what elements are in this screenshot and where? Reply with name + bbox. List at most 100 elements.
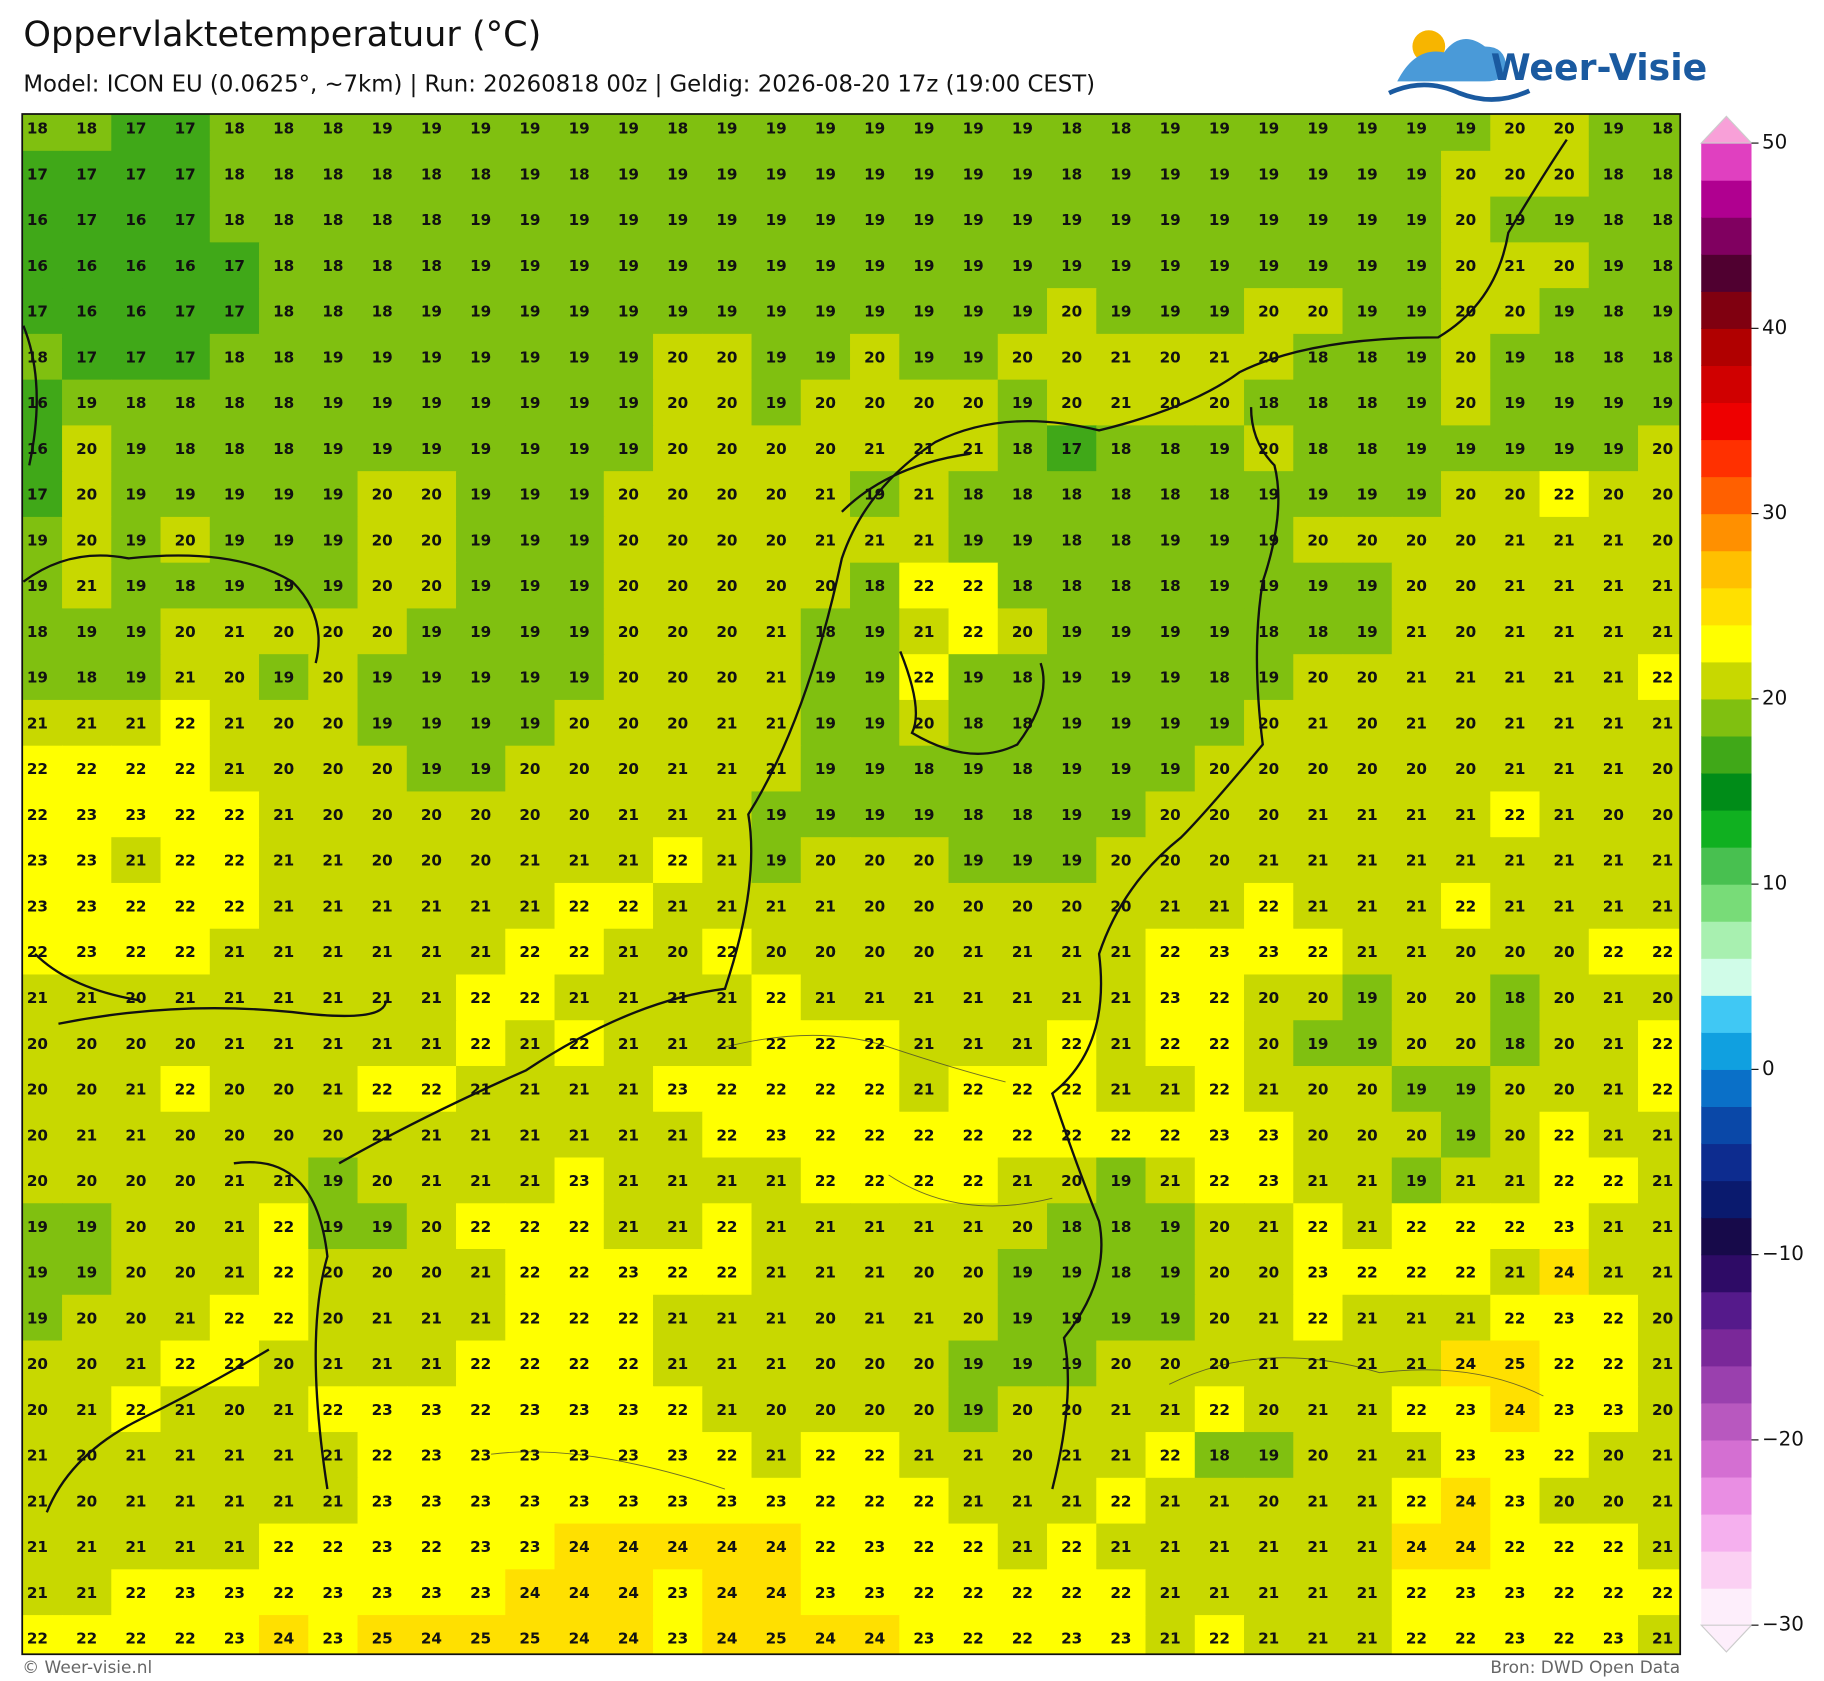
temperature-cell — [1539, 288, 1590, 335]
temperature-label: 20 — [1652, 760, 1673, 778]
temperature-label: 20 — [716, 348, 737, 366]
temperature-label: 19 — [1160, 165, 1181, 183]
temperature-label: 21 — [1504, 577, 1525, 595]
temperature-label: 22 — [1603, 1538, 1624, 1556]
temperature-label: 21 — [1652, 714, 1673, 732]
temperature-label: 21 — [322, 1492, 343, 1510]
temperature-cell — [1539, 791, 1590, 838]
temperature-label: 21 — [1012, 1492, 1033, 1510]
temperature-label: 23 — [716, 1492, 737, 1510]
temperature-cell — [1342, 699, 1393, 747]
temperature-label: 21 — [1504, 623, 1525, 641]
temperature-label: 21 — [1209, 898, 1230, 916]
temperature-label: 18 — [1110, 440, 1131, 458]
colorbar-tick-label: 30 — [1762, 501, 1787, 524]
temperature-label: 21 — [1554, 898, 1575, 916]
temperature-label: 19 — [864, 760, 885, 778]
temperature-label: 20 — [864, 348, 885, 366]
temperature-label: 19 — [913, 120, 934, 138]
temperature-label: 20 — [224, 1401, 245, 1419]
temperature-label: 19 — [470, 623, 491, 641]
temperature-cell — [997, 471, 1048, 518]
temperature-label: 21 — [716, 989, 737, 1007]
temperature-cell — [22, 114, 63, 152]
temperature-cell — [653, 745, 703, 793]
temperature-cell — [948, 196, 999, 244]
temperature-label: 22 — [175, 806, 196, 824]
temperature-label: 16 — [27, 394, 48, 412]
temperature-cell — [505, 333, 556, 381]
temperature-cell — [1194, 562, 1245, 610]
temperature-label: 19 — [569, 440, 590, 458]
temperature-label: 22 — [569, 1309, 590, 1327]
temperature-label: 21 — [667, 989, 688, 1007]
temperature-cell — [1391, 114, 1442, 152]
temperature-label: 16 — [27, 257, 48, 275]
temperature-label: 23 — [519, 1492, 540, 1510]
temperature-label: 20 — [815, 577, 836, 595]
temperature-label: 19 — [519, 577, 540, 595]
temperature-label: 22 — [224, 1309, 245, 1327]
temperature-cell — [899, 745, 950, 793]
temperature-label: 21 — [224, 714, 245, 732]
temperature-cell — [899, 150, 950, 198]
temperature-cell — [22, 516, 63, 564]
temperature-label: 21 — [273, 943, 294, 961]
temperature-label: 22 — [913, 1172, 934, 1190]
colorbar-bin — [1701, 847, 1752, 885]
temperature-label: 19 — [1307, 211, 1328, 229]
temperature-label: 24 — [569, 1538, 590, 1556]
temperature-cell — [1047, 516, 1097, 564]
temperature-cell — [554, 608, 605, 655]
temperature-label: 19 — [273, 531, 294, 549]
temperature-cell — [456, 608, 506, 655]
temperature-label: 19 — [1160, 669, 1181, 687]
temperature-label: 20 — [1160, 806, 1181, 824]
temperature-label: 19 — [1307, 577, 1328, 595]
temperature-label: 21 — [815, 486, 836, 504]
temperature-cell — [850, 333, 900, 381]
temperature-label: 20 — [1455, 760, 1476, 778]
temperature-cell — [997, 242, 1048, 289]
temperature-label: 19 — [913, 303, 934, 321]
temperature-label: 20 — [618, 531, 639, 549]
temperature-cell — [997, 562, 1048, 610]
temperature-cell — [456, 425, 506, 472]
temperature-label: 19 — [815, 165, 836, 183]
temperature-cell — [209, 242, 260, 289]
temperature-label: 20 — [1455, 257, 1476, 275]
temperature-label: 19 — [1357, 165, 1378, 183]
colorbar-tick-label: 50 — [1762, 131, 1787, 154]
colorbar-bin — [1701, 439, 1752, 478]
temperature-cell — [1539, 114, 1590, 152]
temperature-label: 21 — [1554, 714, 1575, 732]
temperature-cell — [1244, 562, 1294, 610]
temperature-label: 21 — [1652, 852, 1673, 870]
temperature-label: 21 — [1554, 669, 1575, 687]
temperature-cell — [1539, 471, 1590, 518]
temperature-label: 20 — [913, 714, 934, 732]
temperature-label: 20 — [1504, 165, 1525, 183]
temperature-cell — [948, 837, 999, 884]
temperature-label: 22 — [1209, 1401, 1230, 1419]
temperature-cell — [308, 745, 359, 793]
temperature-label: 20 — [815, 440, 836, 458]
temperature-cell — [1588, 516, 1639, 564]
temperature-label: 19 — [125, 669, 146, 687]
temperature-label: 22 — [569, 1035, 590, 1053]
temperature-cell — [456, 745, 506, 793]
temperature-cell — [1638, 562, 1681, 610]
temperature-label: 19 — [1110, 1172, 1131, 1190]
temperature-label: 18 — [1110, 120, 1131, 138]
temperature-label: 17 — [27, 486, 48, 504]
temperature-label: 18 — [322, 211, 343, 229]
temperature-label: 20 — [175, 623, 196, 641]
temperature-label: 21 — [224, 623, 245, 641]
temperature-cell — [1490, 516, 1541, 564]
temperature-cell — [1391, 699, 1442, 747]
temperature-cell — [22, 791, 63, 838]
temperature-label: 23 — [1504, 1492, 1525, 1510]
temperature-cell — [1145, 608, 1196, 655]
temperature-cell — [111, 242, 162, 289]
